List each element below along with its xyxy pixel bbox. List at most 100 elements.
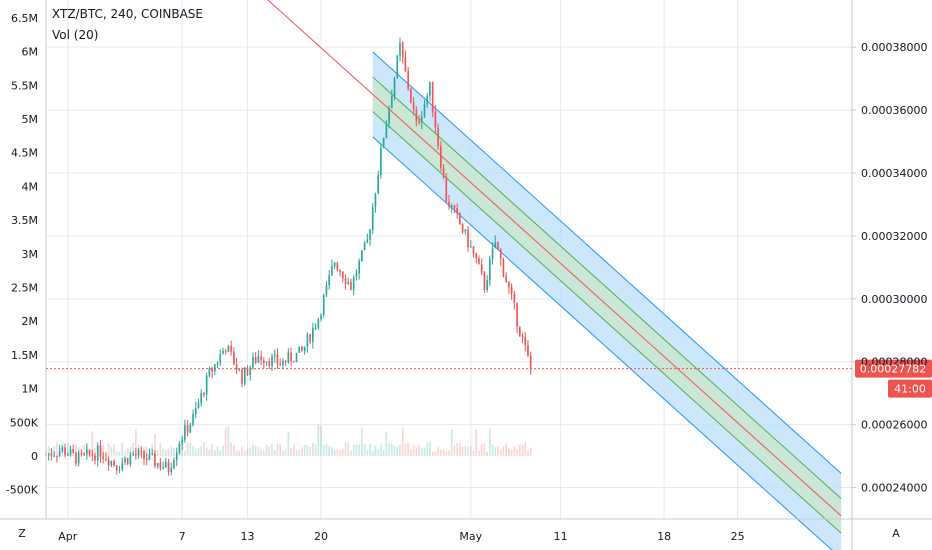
candle-body xyxy=(331,266,333,276)
candle-body xyxy=(521,335,524,338)
volume-bar xyxy=(115,451,118,456)
volume-tick-label: 1M xyxy=(22,383,39,396)
last-price-badge[interactable] xyxy=(855,359,932,378)
x-tick-label: Apr xyxy=(58,530,78,543)
volume-bar xyxy=(107,443,110,456)
volume-bar xyxy=(129,446,132,456)
candle-body xyxy=(361,250,363,262)
volume-bar xyxy=(118,451,121,456)
volume-bar xyxy=(219,451,222,456)
volume-bar xyxy=(363,444,366,456)
candle-body xyxy=(203,392,205,395)
candle-body xyxy=(249,367,252,376)
y-tick-label: 0.00024000 xyxy=(861,482,927,495)
candle-body xyxy=(132,454,134,456)
candle-body xyxy=(175,452,178,461)
volume-bar xyxy=(502,446,505,456)
volume-tick-label: 2M xyxy=(22,315,39,328)
volume-bar xyxy=(241,446,243,456)
candle-body xyxy=(497,242,499,250)
volume-indicator-label[interactable]: Vol (20) xyxy=(52,28,99,42)
volume-bar xyxy=(94,447,96,456)
candle-body xyxy=(369,229,371,240)
volume-bar xyxy=(448,450,450,456)
volume-bar xyxy=(344,442,347,456)
candle-body xyxy=(197,402,200,409)
y-tick-label: 0.00028000 xyxy=(861,356,927,369)
candle-body xyxy=(453,205,456,209)
candle-body xyxy=(401,42,404,58)
volume-bar xyxy=(339,450,341,456)
volume-bar xyxy=(459,443,461,456)
candle-body xyxy=(418,120,420,123)
volume-bar xyxy=(238,450,241,456)
candle-body xyxy=(94,455,96,461)
candle-body xyxy=(524,337,527,346)
candle-body xyxy=(350,282,352,290)
candle-body xyxy=(336,262,339,270)
candle-body xyxy=(366,239,369,243)
volume-bar xyxy=(529,447,532,456)
volume-bar xyxy=(469,445,472,456)
volume-bar xyxy=(361,427,363,456)
candle-body xyxy=(472,246,475,254)
candle-body xyxy=(156,463,159,467)
volume-bar xyxy=(170,446,173,456)
volume-bar xyxy=(442,449,445,456)
candle-body xyxy=(194,408,197,415)
volume-bar xyxy=(110,447,113,456)
candle-body xyxy=(263,360,265,364)
volume-bar xyxy=(290,448,292,456)
candle-body xyxy=(211,368,213,372)
candle-body xyxy=(426,95,429,105)
candle-body xyxy=(118,469,121,471)
volume-tick-label: 6M xyxy=(22,46,39,59)
candle-body xyxy=(529,355,532,369)
volume-bar xyxy=(222,445,224,456)
volume-bar xyxy=(355,444,358,456)
candle-body xyxy=(380,147,382,176)
candle-body xyxy=(475,253,478,259)
volume-bar xyxy=(456,442,458,456)
symbol-title[interactable]: XTZ/BTC, 240, COINBASE xyxy=(52,7,203,21)
volume-bar xyxy=(499,449,502,456)
volume-tick-label: 2.5M xyxy=(11,282,38,295)
candle-body xyxy=(396,55,399,78)
volume-bar xyxy=(205,447,208,456)
volume-bar xyxy=(252,444,254,456)
volume-bar xyxy=(295,450,298,456)
candle-body xyxy=(91,454,94,456)
channel-inner-lower-line xyxy=(372,111,842,534)
volume-bar xyxy=(404,444,407,456)
candle-body xyxy=(505,276,507,283)
volume-bar xyxy=(91,431,94,456)
candle-body xyxy=(450,205,453,207)
candle-body xyxy=(238,369,241,371)
candle-body xyxy=(442,167,445,178)
candle-body xyxy=(516,302,518,327)
zoom-toggle-button[interactable]: Z xyxy=(18,527,26,540)
candle-body xyxy=(241,369,243,384)
volume-bar xyxy=(132,443,134,456)
volume-bar xyxy=(230,442,232,456)
candle-body xyxy=(140,450,143,452)
candle-body xyxy=(276,354,279,364)
volume-bar xyxy=(423,447,426,456)
candle-body xyxy=(279,363,281,365)
y-tick-label: 0.00030000 xyxy=(861,293,927,306)
volume-bar xyxy=(450,429,453,456)
candle-body xyxy=(83,453,85,455)
y-tick-label: 0.00032000 xyxy=(861,230,927,243)
volume-bar xyxy=(192,446,194,456)
candle-body xyxy=(339,269,341,272)
auto-scale-button[interactable]: A xyxy=(892,527,900,540)
candle-body xyxy=(214,364,216,372)
candle-body xyxy=(388,107,390,124)
candle-body xyxy=(431,81,434,112)
candle-body xyxy=(192,414,194,425)
candle-body xyxy=(252,357,254,368)
volume-bar xyxy=(276,443,279,456)
candle-body xyxy=(491,248,494,260)
